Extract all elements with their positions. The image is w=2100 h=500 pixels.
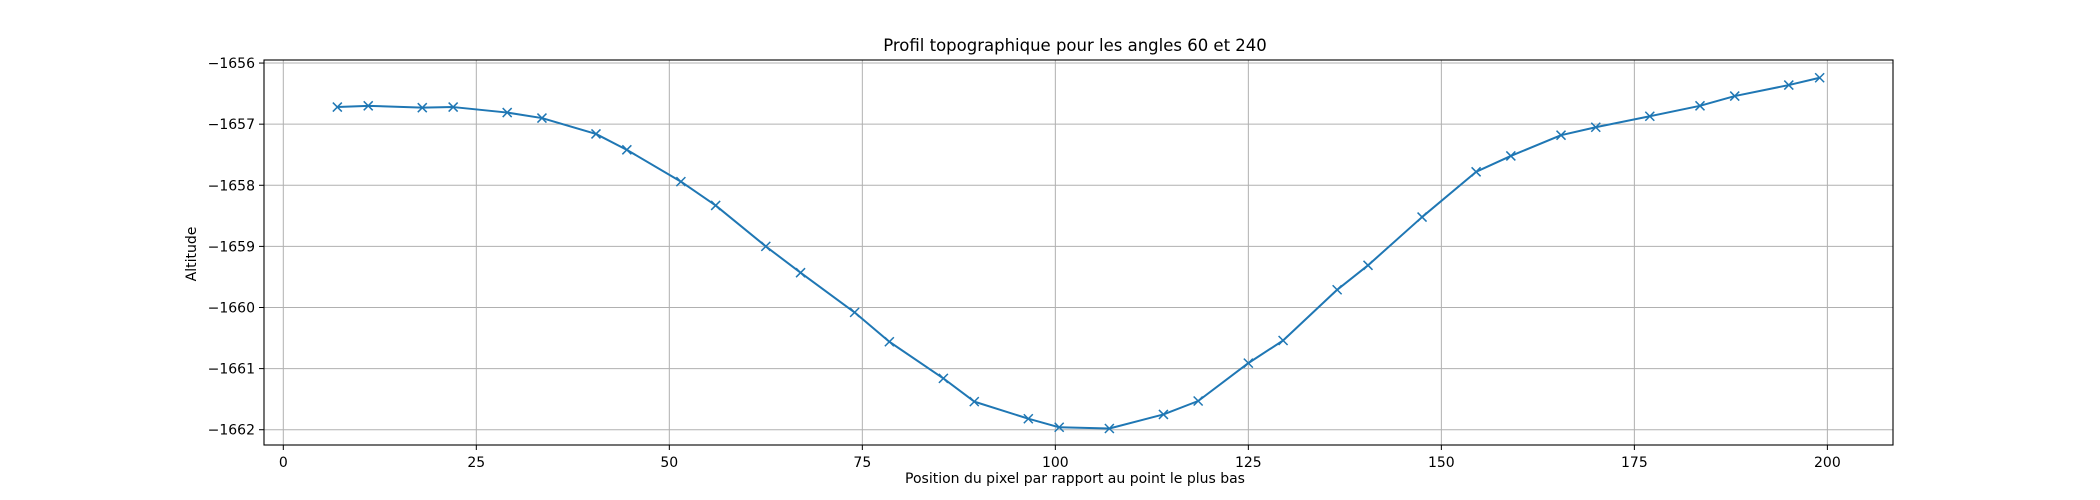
series-line [337,76,1820,430]
data-point-marker [1362,260,1374,271]
data-point-marker [1104,423,1115,434]
x-axis-title: Position du pixel par rapport au point l… [905,471,1245,487]
data-point-marker [502,107,513,118]
data-point-marker [849,307,860,318]
data-point-marker [1644,111,1655,122]
x-tick-label: 100 [1042,455,1069,471]
data-point-marker [1158,409,1169,420]
y-tick-label: −1656 [208,56,255,72]
y-tick-label: −1657 [208,117,255,133]
data-point-marker [536,113,547,124]
data-point-marker [1555,130,1567,141]
data-point-marker [363,100,374,111]
data-point-marker [1243,358,1254,369]
data-point-marker [1023,413,1034,424]
data-point-marker [884,336,895,347]
data-point-marker [1590,122,1601,133]
data-point-marker [1729,91,1740,102]
x-tick-label: 25 [467,455,485,471]
data-point-marker [1417,212,1428,223]
data-point-marker [1054,422,1065,433]
data-point-marker [1505,150,1516,161]
y-tick-label: −1662 [208,423,255,439]
y-tick-label: −1658 [208,178,255,194]
x-tick-label: 0 [279,455,288,471]
data-point-marker [795,267,806,278]
data-point-marker [417,102,428,113]
y-tick-label: −1661 [208,362,255,378]
y-tick-label: −1659 [208,239,255,255]
plot-frame [263,59,1894,446]
data-point-marker [1193,395,1204,407]
data-point-marker [710,200,721,211]
grid [264,60,1893,445]
data-point-marker [675,176,686,187]
data-point-marker [621,144,632,155]
x-tick-label: 175 [1621,455,1648,471]
data-point-marker [448,102,459,113]
data-point-marker [969,396,980,407]
data-point-marker [760,241,771,252]
chart-title: Profil topographique pour les angles 60 … [883,36,1267,55]
data-point-marker [1278,335,1289,346]
data-point-marker [938,373,949,384]
data-point-marker [1694,100,1706,111]
data-point-marker [1332,284,1343,295]
y-axis-title: Altitude [184,227,200,282]
x-tick-label: 200 [1814,455,1841,471]
data-point-marker [1814,72,1825,83]
y-tick-label: −1660 [208,301,255,317]
data-point-marker [332,102,343,113]
axis-ticks: 0 25 50 75 100 125 150 175 200 −1656 −1657 −1658 −16… [208,56,1841,471]
series-layer [332,72,1825,434]
data-point-marker [1471,166,1482,177]
data-point-marker [590,128,602,139]
x-tick-label: 125 [1235,455,1262,471]
data-point-marker [1783,80,1794,91]
x-tick-label: 50 [660,455,678,471]
x-tick-label: 150 [1428,455,1455,471]
x-tick-label: 75 [853,455,871,471]
